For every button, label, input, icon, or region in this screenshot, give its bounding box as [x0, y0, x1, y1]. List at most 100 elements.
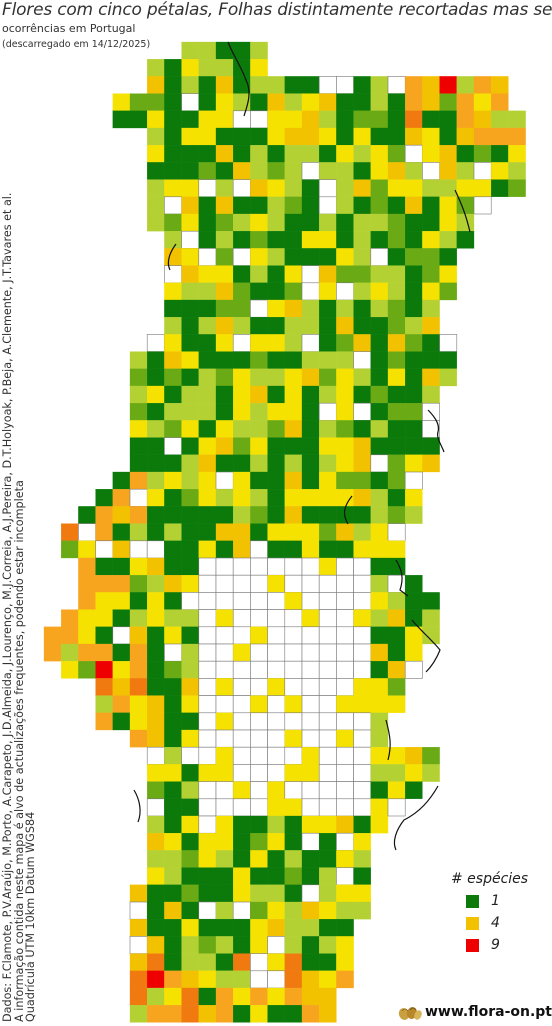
- grid-cell: [147, 1005, 165, 1023]
- grid-cell: [370, 403, 389, 421]
- grid-cell: [250, 729, 268, 748]
- grid-cell: [147, 953, 165, 971]
- grid-cell: [353, 265, 371, 283]
- grid-cell: [78, 557, 96, 576]
- grid-cell: [405, 351, 423, 369]
- grid-cell: [301, 145, 320, 163]
- grid-cell: [318, 179, 337, 198]
- grid-cell: [318, 660, 337, 679]
- grid-cell: [405, 368, 423, 387]
- grid-cell: [301, 179, 320, 197]
- grid-cell: [267, 557, 286, 576]
- grid-cell: [473, 145, 492, 163]
- grid-cell: [181, 1005, 199, 1023]
- flora-on-brand[interactable]: www.flora-on.pt: [398, 1003, 552, 1021]
- grid-cell: [198, 265, 217, 283]
- grid-cell: [198, 764, 217, 782]
- grid-cell: [129, 575, 148, 593]
- grid-cell: [301, 953, 320, 971]
- grid-cell: [164, 59, 182, 77]
- grid-cell: [353, 93, 371, 111]
- grid-cell: [147, 368, 165, 387]
- grid-cell: [198, 282, 217, 301]
- grid-cell: [233, 265, 251, 283]
- grid-cell: [181, 437, 199, 455]
- grid-cell: [181, 265, 199, 283]
- grid-cell: [284, 93, 303, 111]
- grid-cell: [284, 609, 303, 628]
- grid-cell: [198, 93, 217, 111]
- grid-cell: [147, 162, 165, 180]
- grid-cell: [267, 815, 285, 834]
- grid-cell: [147, 833, 165, 851]
- grid-cell: [198, 678, 217, 696]
- grid-cell: [198, 437, 217, 455]
- grid-cell: [387, 437, 406, 455]
- grid-cell: [301, 609, 320, 627]
- grid-cell: [233, 523, 251, 541]
- grid-cell: [439, 248, 457, 266]
- grid-cell: [319, 437, 337, 455]
- grid-cell: [164, 936, 182, 954]
- grid-cell: [250, 162, 268, 180]
- legend: # espécies 1 4 9: [451, 871, 551, 956]
- grid-cell: [336, 299, 354, 318]
- grid-cell: [353, 110, 371, 129]
- grid-cell: [232, 574, 251, 593]
- grid-cell: [284, 471, 303, 490]
- grid-cell: [215, 231, 234, 249]
- grid-cell: [284, 248, 303, 266]
- grid-cell: [318, 712, 337, 731]
- grid-cell: [336, 850, 354, 868]
- grid-cell: [232, 746, 251, 765]
- grid-cell: [284, 299, 303, 318]
- grid-cell: [353, 609, 371, 627]
- flora-on-link[interactable]: www.flora-on.pt: [425, 1004, 552, 1020]
- grid-cell: [147, 454, 165, 473]
- grid-cell: [319, 162, 337, 180]
- grid-cell: [198, 471, 217, 490]
- grid-cell: [181, 729, 199, 748]
- grid-cell: [508, 179, 526, 197]
- grid-cell: [370, 454, 389, 473]
- grid-cell: [215, 574, 234, 593]
- grid-cell: [233, 213, 251, 232]
- grid-cell: [78, 575, 96, 593]
- border-east-guadiana: [411, 619, 441, 673]
- grid-cell: [370, 317, 389, 335]
- grid-cell: [284, 643, 303, 662]
- grid-cell: [164, 76, 182, 94]
- grid-cell: [284, 936, 303, 954]
- grid-cell: [387, 403, 406, 421]
- grid-cell: [405, 248, 423, 266]
- grid-cell: [147, 110, 165, 129]
- grid-cell: [473, 196, 492, 215]
- grid-cell: [198, 833, 217, 851]
- grid-cell: [318, 746, 337, 765]
- grid-cell: [267, 781, 285, 799]
- grid-cell: [129, 523, 148, 541]
- legend-swatch-1: [466, 894, 479, 908]
- grid-cell: [284, 987, 303, 1006]
- border-east-alentejo: [385, 719, 391, 761]
- grid-cell: [370, 540, 389, 559]
- grid-cell: [405, 282, 423, 301]
- grid-cell: [164, 282, 182, 301]
- grid-cell: [250, 317, 268, 335]
- grid-cell: [387, 196, 406, 215]
- grid-cell: [301, 454, 320, 473]
- grid-cell: [387, 248, 406, 266]
- grid-cell: [301, 334, 320, 352]
- grid-cell: [181, 368, 199, 387]
- grid-cell: [336, 145, 354, 163]
- grid-cell: [301, 781, 320, 800]
- grid-cell: [422, 265, 440, 283]
- grid-cell: [181, 76, 199, 94]
- grid-cell: [353, 712, 372, 731]
- grid-cell: [146, 540, 165, 559]
- grid-cell: [301, 919, 320, 937]
- grid-cell: [164, 747, 182, 765]
- grid-cell: [336, 746, 354, 765]
- grid-cell: [301, 712, 320, 731]
- grid-cell: [181, 420, 199, 438]
